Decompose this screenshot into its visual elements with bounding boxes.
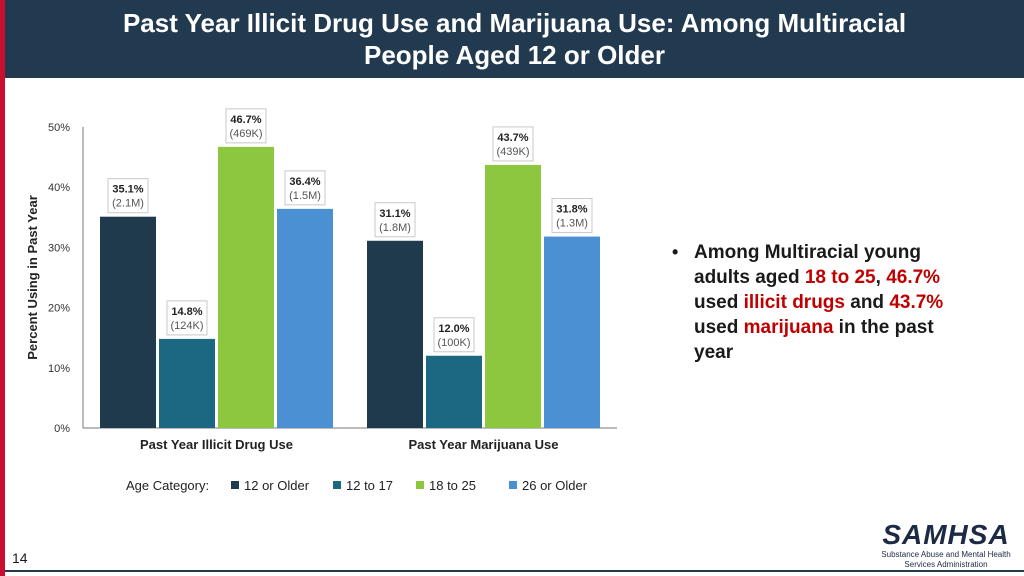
legend-item-label: 18 to 25 [429, 478, 476, 493]
bullet-dot: • [672, 242, 679, 262]
bullet-text-part: , [875, 267, 887, 288]
data-label-box [107, 178, 149, 214]
data-label-box [551, 198, 593, 234]
data-label-value: 46.7% [230, 114, 261, 126]
y-tick-label: 40% [48, 182, 70, 194]
bar [485, 164, 541, 428]
bullet-text-part: used [694, 292, 744, 313]
y-tick-label: 10% [48, 363, 70, 375]
bullet-text-part: Among Multiracial young adults aged [694, 242, 921, 288]
legend-item-label: 12 to 17 [346, 478, 393, 493]
data-label-value: 12.0% [438, 323, 469, 335]
data-label-count: (1.8M) [379, 222, 411, 234]
left-accent-bar [0, 0, 5, 576]
bullet-text-part: and [844, 292, 890, 313]
x-category-label: Past Year Illicit Drug Use [140, 437, 293, 452]
y-tick-label: 30% [48, 242, 70, 254]
bar [218, 146, 274, 428]
legend-swatch [416, 481, 424, 489]
y-tick-label: 50% [48, 122, 70, 134]
page-title-line-2: People Aged 12 or Older [363, 40, 665, 70]
bar-chart: Percent Using in Past Year 0% 10% 20% 30% 40%… [25, 108, 617, 493]
data-label-value: 14.8% [171, 306, 202, 318]
y-tick-label: 20% [48, 303, 70, 315]
data-label-box [225, 108, 267, 144]
footer-divider [5, 570, 1024, 572]
data-label-value: 31.8% [556, 204, 587, 216]
legend-swatch [231, 481, 239, 489]
legend-swatch [333, 481, 341, 489]
bullet-text-part: used [694, 317, 744, 338]
data-label-value: 43.7% [497, 132, 528, 144]
bar [367, 240, 423, 428]
data-label-count: (469K) [229, 128, 262, 140]
data-label-box [166, 300, 208, 336]
legend-swatch [509, 481, 517, 489]
data-label-count: (1.3M) [556, 218, 588, 230]
bullet-text: Among Multiracial young adults aged 18 t… [694, 240, 972, 365]
data-label-box [374, 202, 416, 238]
highlight-marijuana: marijuana [743, 317, 834, 338]
logo-subtext: Substance Abuse and Mental Health Servic… [881, 550, 1011, 569]
data-label-value: 35.1% [112, 184, 143, 196]
data-label-count: (2.1M) [112, 198, 144, 210]
data-label-value: 31.1% [379, 208, 410, 220]
bar [544, 236, 600, 428]
legend-item-label: 12 or Older [244, 478, 310, 493]
bullet-text-part: in the past year [694, 317, 934, 363]
data-label-count: (1.5M) [289, 190, 321, 202]
x-category-label: Past Year Marijuana Use [408, 437, 558, 452]
data-label-box [492, 126, 534, 162]
y-tick-label: 0% [54, 423, 70, 435]
bar [426, 355, 482, 428]
bar [277, 208, 333, 428]
highlight-age: 18 to 25 [804, 267, 876, 288]
bar [100, 216, 156, 428]
y-axis-label: Percent Using in Past Year [25, 195, 40, 360]
highlight-illicit-percent: 46.7% [886, 267, 941, 288]
data-label-value: 36.4% [289, 176, 320, 188]
bar [159, 338, 215, 428]
data-label-box [433, 317, 475, 353]
data-label-count: (124K) [170, 320, 203, 332]
title-bar: Past Year Illicit Drug Use and Marijuana… [5, 0, 1024, 78]
data-label-count: (439K) [496, 146, 529, 158]
data-label-box [284, 170, 326, 206]
page-title-line-1: Past Year Illicit Drug Use and Marijuana… [122, 8, 907, 38]
slide-number: 14 [12, 550, 28, 566]
bullet-point: • Among Multiracial young adults aged 18… [672, 240, 972, 365]
samhsa-logo: SAMHSA Substance Abuse and Mental Health… [880, 520, 1012, 570]
legend-item-label: 26 or Older [522, 478, 588, 493]
data-label-count: (100K) [437, 337, 470, 349]
logo-wordmark: SAMHSA [882, 519, 1010, 550]
legend-title: Age Category: [126, 478, 209, 493]
highlight-marijuana-percent: 43.7% [889, 292, 944, 313]
highlight-illicit-drugs: illicit drugs [743, 292, 845, 313]
